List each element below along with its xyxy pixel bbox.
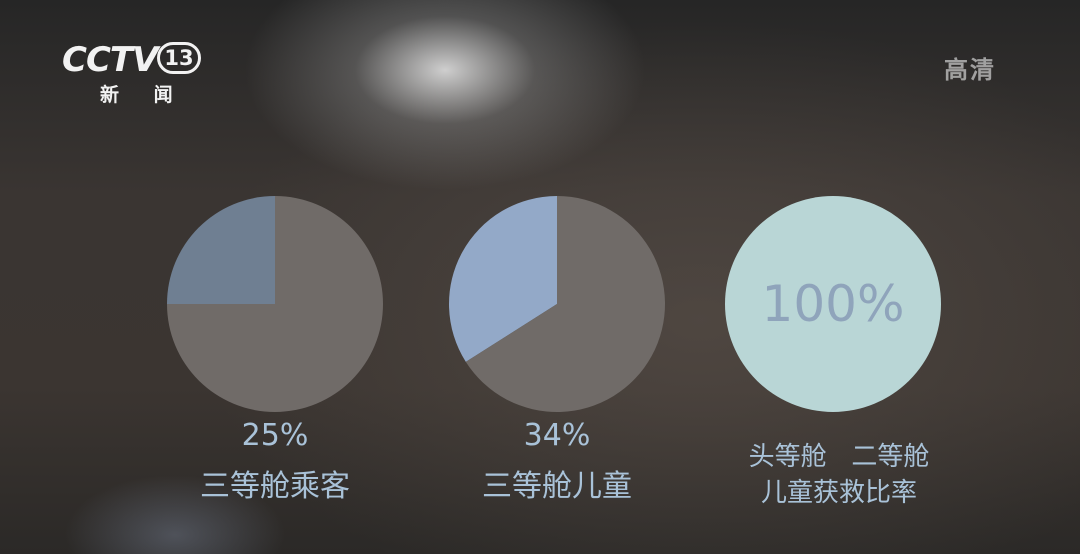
cctv13-logo: CCTV 13 新 闻 [62, 40, 212, 110]
pie2-percent-label: 34% [523, 418, 591, 453]
pie-chart-first-second-class-children: 100% [725, 196, 941, 412]
pie2-slice-0 [448, 196, 557, 362]
pie1-percent-label: 25% [241, 418, 309, 453]
pie3-caption-line2: 儿童获救比率 [760, 478, 917, 508]
pie2-caption: 三等舱儿童 [482, 469, 632, 504]
pie2-slice-1 [465, 196, 665, 413]
channel-logo-text: CCTV [62, 40, 158, 80]
pie3-center-label: 100% [762, 275, 905, 333]
pie-chart-third-class-children [448, 196, 665, 413]
pie3-caption-line1: 头等舱 二等舱 [748, 442, 930, 472]
pie1-slice-0 [167, 196, 275, 304]
channel-name: 新 闻 [100, 84, 187, 106]
pie1-caption: 三等舱乘客 [200, 469, 350, 504]
pie-chart-third-class-passengers [167, 196, 383, 412]
pie1-slice-1 [167, 196, 383, 412]
hd-quality-badge: 高清 [944, 56, 996, 84]
channel-number: 13 [157, 42, 201, 74]
pie3-slice-0 [725, 196, 941, 412]
